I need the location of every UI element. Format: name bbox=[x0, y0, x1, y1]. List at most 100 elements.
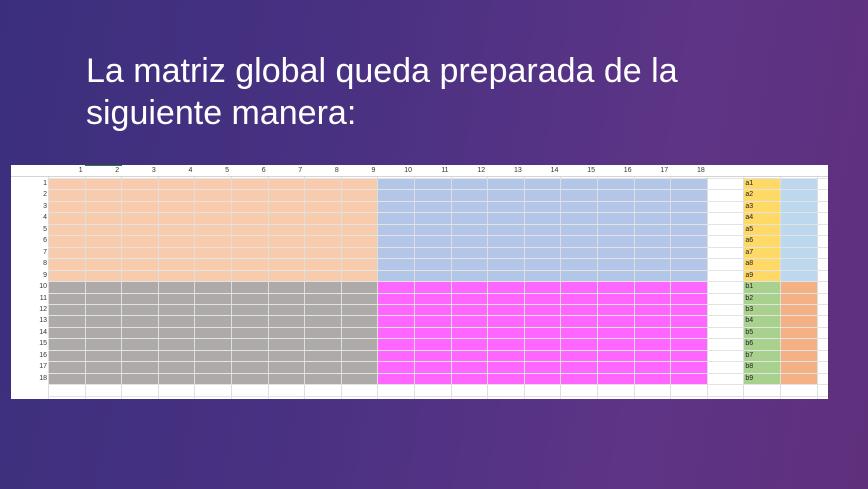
grid-column-line bbox=[780, 177, 781, 399]
vector-label: b7 bbox=[745, 351, 754, 359]
column-number: 3 bbox=[151, 167, 156, 174]
grid-row-line bbox=[48, 361, 828, 363]
grid-column-line bbox=[523, 177, 525, 399]
grid-row-line bbox=[48, 189, 828, 191]
row-number: 18 bbox=[39, 374, 47, 382]
vector-label: b3 bbox=[745, 305, 754, 313]
grid-column-line bbox=[194, 177, 196, 399]
grid-column-line bbox=[157, 177, 159, 399]
vector-label: b6 bbox=[745, 340, 754, 348]
grid-column-line bbox=[450, 177, 452, 399]
grid-row-line bbox=[48, 223, 828, 225]
result-block-a bbox=[780, 178, 817, 282]
column-number: 18 bbox=[696, 167, 705, 174]
grid-column-line bbox=[231, 177, 232, 399]
column-number: 4 bbox=[188, 167, 193, 174]
grid-column-line bbox=[633, 177, 635, 399]
grid-column-line bbox=[48, 177, 49, 399]
row-number: 16 bbox=[39, 351, 47, 359]
row-number: 9 bbox=[43, 271, 47, 279]
grid-row-line bbox=[48, 246, 828, 248]
column-header-row bbox=[11, 165, 828, 177]
column-number: 6 bbox=[261, 167, 266, 174]
matrix-block-a bbox=[48, 178, 378, 282]
vector-label: a6 bbox=[745, 237, 754, 245]
vector-label: a5 bbox=[745, 225, 754, 233]
grid-column-line bbox=[743, 177, 745, 399]
matrix-block-b bbox=[377, 178, 707, 282]
row-number: 6 bbox=[43, 237, 47, 245]
grid-column-line bbox=[414, 177, 415, 399]
grid-column-line bbox=[304, 177, 306, 399]
vector-label: a4 bbox=[745, 214, 754, 222]
grid-column-line bbox=[560, 177, 562, 399]
result-block-b bbox=[780, 281, 817, 385]
grid-row-line bbox=[48, 372, 828, 374]
vector-label: b9 bbox=[745, 374, 754, 382]
column-number: 15 bbox=[587, 167, 595, 174]
vector-label: a9 bbox=[745, 271, 754, 279]
row-number: 5 bbox=[43, 225, 47, 233]
vector-label: a3 bbox=[745, 202, 754, 210]
grid-row-line bbox=[48, 258, 828, 260]
grid-row-line bbox=[48, 269, 828, 271]
grid-column-line bbox=[267, 177, 269, 399]
grid-row-line bbox=[48, 235, 828, 237]
vector-label: b4 bbox=[745, 317, 754, 325]
matrix-block-c bbox=[48, 281, 378, 385]
grid-row-line bbox=[48, 315, 828, 317]
row-number: 8 bbox=[43, 260, 47, 268]
column-number: 11 bbox=[441, 167, 449, 174]
grid-row-line bbox=[48, 281, 828, 283]
row-number: 12 bbox=[39, 305, 47, 313]
row-number: 3 bbox=[43, 202, 47, 210]
column-number: 9 bbox=[371, 167, 376, 174]
slide-title: La matriz global queda preparada de la s… bbox=[86, 52, 678, 132]
vector-label: b1 bbox=[745, 283, 754, 291]
spreadsheet-matrix: 1 2 3 4 5 6 7 8 9 10 11 12 13 14 15 16 17 18 1 2 3 4 5 6 7 8 9 10 11… bbox=[11, 165, 828, 399]
column-number: 14 bbox=[550, 167, 559, 174]
grid-column-line bbox=[706, 177, 708, 399]
row-number: 2 bbox=[43, 191, 47, 199]
vector-label: b2 bbox=[745, 294, 754, 302]
row-number: 10 bbox=[39, 283, 47, 291]
vector-label: a7 bbox=[745, 248, 754, 256]
row-number: 14 bbox=[39, 328, 47, 336]
column-number: 1 bbox=[78, 167, 83, 174]
row-number: 13 bbox=[39, 317, 47, 325]
vector-label: a1 bbox=[745, 180, 754, 187]
grid-column-line bbox=[670, 177, 672, 399]
grid-row-line bbox=[48, 200, 828, 202]
grid-row-line bbox=[48, 303, 828, 305]
column-number: 12 bbox=[477, 167, 486, 174]
grid-row-line bbox=[48, 212, 828, 214]
column-number: 5 bbox=[225, 167, 229, 174]
grid-row-line bbox=[48, 292, 828, 294]
grid-column-line bbox=[487, 177, 489, 399]
selected-column-indicator bbox=[85, 165, 122, 166]
matrix-block-d bbox=[377, 281, 707, 385]
column-number: 7 bbox=[298, 167, 303, 174]
grid-column-line bbox=[340, 177, 342, 399]
vector-block-b bbox=[743, 281, 780, 385]
row-number: 11 bbox=[39, 294, 47, 302]
column-number: 2 bbox=[115, 167, 120, 174]
column-number: 8 bbox=[334, 167, 339, 174]
column-number: 10 bbox=[404, 167, 412, 174]
vector-label: a8 bbox=[745, 260, 754, 268]
grid-row-line bbox=[48, 178, 828, 179]
grid-row-line bbox=[48, 384, 828, 386]
vector-label: b8 bbox=[745, 363, 754, 371]
column-number: 13 bbox=[513, 167, 522, 174]
row-number: 15 bbox=[39, 340, 47, 348]
grid-row-line bbox=[48, 326, 828, 328]
vector-block-a bbox=[743, 178, 780, 282]
grid-row-line bbox=[48, 338, 828, 340]
grid-column-line bbox=[377, 177, 379, 399]
column-number: 17 bbox=[660, 167, 669, 174]
grid-column-line bbox=[816, 177, 818, 399]
row-number: 4 bbox=[43, 214, 47, 222]
vector-label: a2 bbox=[745, 191, 754, 199]
grid-column-line bbox=[597, 177, 598, 399]
row-number: 17 bbox=[39, 363, 47, 371]
